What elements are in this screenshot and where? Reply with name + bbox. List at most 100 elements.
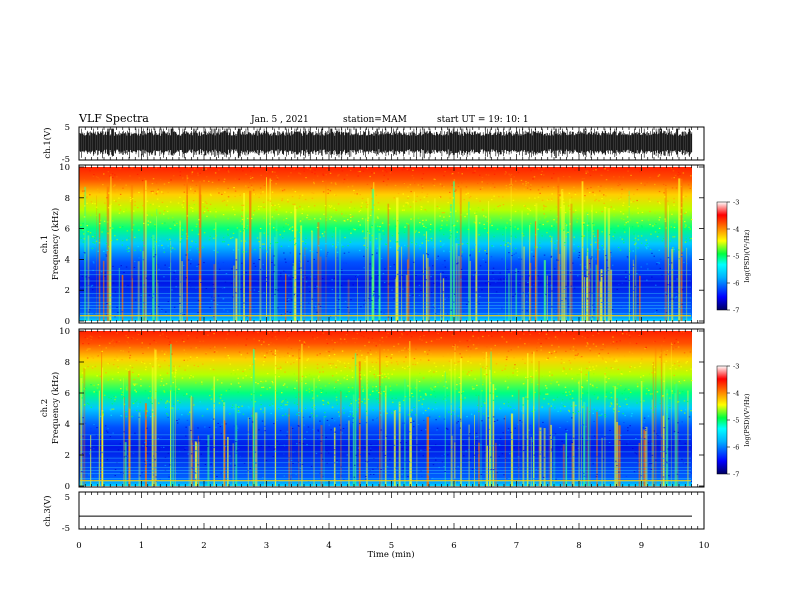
- ch1-spec-speckle: [180, 175, 182, 176]
- ch2-spec-speckle: [581, 386, 583, 387]
- ch1-spec-speckle: [451, 233, 453, 234]
- ch2-spec-speckle: [463, 391, 465, 392]
- start-time-label: start UT = 19: 10: 1: [437, 115, 529, 125]
- ch2-spec-speckle-low: [165, 465, 167, 466]
- ch2-spec-speckle: [617, 384, 619, 385]
- ch1-spec-speckle-low: [686, 263, 688, 264]
- ch1-spec-speckle: [276, 209, 278, 210]
- ch2-spec-speckle-low: [125, 456, 127, 457]
- ch2-spec-speckle: [408, 349, 410, 350]
- ch2-spec-speckle: [616, 360, 618, 361]
- ch2-spec-speckle: [257, 345, 259, 346]
- ch1-spec-speckle: [416, 230, 418, 231]
- ch2-spec-speckle: [468, 346, 470, 347]
- ch1-spec-speckle: [461, 182, 463, 183]
- ch2-spec-speckle: [220, 398, 222, 399]
- ch1-spec-speckle: [633, 233, 635, 234]
- ch1-spec-speckle-low: [512, 296, 514, 297]
- ch1-spec-speckle-low: [240, 289, 242, 290]
- ch2-spec-speckle: [523, 383, 525, 384]
- ch2-spec-speckle: [356, 411, 358, 412]
- ch1-spec-burst: [266, 177, 267, 321]
- ch2-spec-speckle: [672, 390, 674, 391]
- ch2-spec-speckle: [372, 366, 374, 367]
- ch2-spec-speckle-low: [257, 419, 259, 420]
- ch1-spec-speckle: [623, 242, 625, 243]
- ch1-spec-speckle: [414, 183, 416, 184]
- ch2-spec-speckle-low: [529, 430, 531, 431]
- ch2-spec-speckle: [152, 345, 154, 346]
- ch1-spec-speckle: [164, 222, 166, 223]
- ch1-spec-speckle: [470, 180, 472, 181]
- ch1-spec-speckle: [147, 201, 149, 202]
- ch2-spec-speckle: [430, 353, 432, 354]
- ch2-spec-speckle: [130, 365, 132, 366]
- ch2-spec-speckle: [615, 361, 617, 362]
- ch1-spec-speckle: [601, 211, 603, 212]
- ch1-spec-speckle: [164, 184, 166, 185]
- ch2-spec-speckle: [570, 362, 572, 363]
- ch1-spec-speckle: [283, 219, 285, 220]
- ch2-spec-speckle: [483, 401, 485, 402]
- ch2-spec-speckle-low: [247, 432, 249, 433]
- ch1-spec-speckle-low: [241, 284, 243, 285]
- ch2-spec-speckle-low: [185, 436, 187, 437]
- ch2-spec-speckle: [141, 362, 143, 363]
- ch2-spec-burst: [523, 397, 525, 486]
- ch1-spec-speckle-low: [253, 307, 255, 308]
- ch2-spec-speckle: [213, 333, 215, 334]
- ch1-spec-speckle: [665, 246, 667, 247]
- ch2-spec-speckle: [254, 358, 256, 359]
- ch2-spec-speckle: [550, 383, 552, 384]
- ch1-spec-speckle: [189, 205, 191, 206]
- ch2-spec-speckle: [387, 373, 389, 374]
- ch1-spec-speckle: [666, 227, 668, 228]
- ch2-spec-speckle-low: [572, 442, 574, 443]
- ch1-spec-speckle-low: [363, 256, 365, 257]
- ch2-spec-speckle-low: [615, 461, 617, 462]
- ch1-spec-speckle: [665, 221, 667, 222]
- ch2-spec-speckle: [120, 350, 122, 351]
- ch2-spec-speckle: [319, 372, 321, 373]
- ch2-spec-speckle-low: [651, 469, 653, 470]
- ch1-spec-speckle: [646, 248, 648, 249]
- ch1-spec-speckle: [372, 235, 374, 236]
- ch2-spec-speckle: [119, 378, 121, 379]
- ch2-spec-speckle-low: [678, 432, 680, 433]
- ch1-spec-speckle: [240, 231, 242, 232]
- ch2-spec-speckle-low: [536, 469, 538, 470]
- ch2-spec-speckle-low: [402, 468, 404, 469]
- ch2-spec-speckle: [574, 358, 576, 359]
- ch2-spec-speckle: [385, 392, 387, 393]
- ch1-spec-speckle: [260, 175, 262, 176]
- ch1-spec-speckle: [273, 229, 275, 230]
- ch2-spec-speckle-low: [594, 461, 596, 462]
- ch1-spec-speckle: [619, 176, 621, 177]
- ch2-spec-speckle-low: [297, 469, 299, 470]
- ch2-spec-speckle: [372, 409, 374, 410]
- ch2-spec-speckle: [129, 347, 131, 348]
- ch2-spec-speckle: [140, 402, 142, 403]
- ytick-label: 8: [65, 194, 70, 204]
- ch2-spec-speckle: [555, 357, 557, 358]
- ch1-spec-speckle: [659, 191, 661, 192]
- ch2-spec-speckle: [245, 357, 247, 358]
- ch1-ytick-top: 5: [65, 123, 70, 133]
- ch2-spec-speckle-low: [82, 417, 84, 418]
- ch1-spec-speckle-low: [384, 268, 386, 269]
- ch1-spec-speckle: [688, 184, 690, 185]
- ch1-spec-speckle-low: [654, 256, 656, 257]
- ch2-spec-speckle-low: [494, 421, 496, 422]
- ch2-spec-speckle: [221, 382, 223, 383]
- ch2-spec-speckle: [575, 349, 577, 350]
- ch1-spec-speckle: [310, 250, 312, 251]
- ch1-spec-speckle: [536, 247, 538, 248]
- ch2-spec-speckle: [590, 384, 592, 385]
- ch1-spec-speckle: [257, 237, 259, 238]
- ch1-spec-speckle: [337, 176, 339, 177]
- ch2-spec-speckle: [87, 338, 89, 339]
- ch1-spec-speckle-low: [376, 253, 378, 254]
- ch1-spec-speckle-low: [213, 284, 215, 285]
- ch2-spec-speckle: [472, 386, 474, 387]
- ch1-spec-speckle-low: [117, 312, 119, 313]
